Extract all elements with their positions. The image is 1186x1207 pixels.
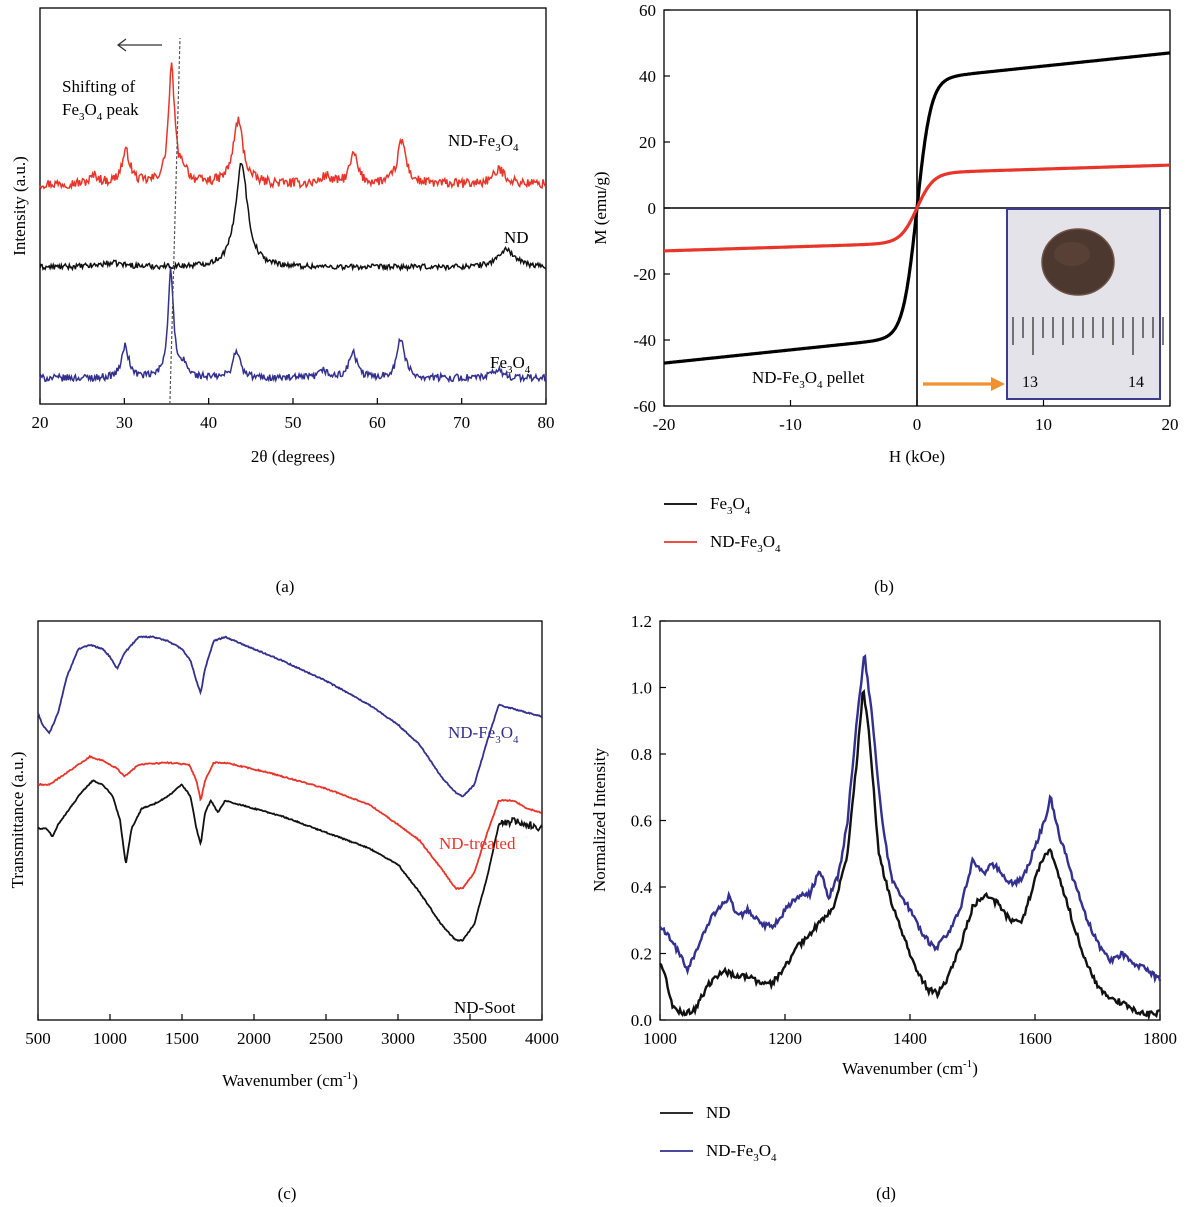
x-tick-label: 80 [538,413,555,432]
panel-c-series [37,635,543,942]
legend-label-nd: ND [706,1103,731,1122]
x-tick-label: -20 [653,415,676,434]
series-line-nd-fe3o4 [664,163,1170,253]
x-tick-label: 30 [116,413,133,432]
series-line-nd-fe3o4 [39,62,547,191]
panel-c-plot-frame [37,620,543,1021]
panel-d-x-ticks: 1000 1200 1400 1600 1800 [643,1014,1177,1048]
legend-label-nd-fe3o4-d: ND-Fe3O4 [706,1141,777,1164]
panel-b-y-axis-label: M (emu/g) [591,171,610,244]
ruler-icon [1012,317,1164,355]
y-tick-label: 0.8 [631,745,652,764]
panel-a-x-axis-label: 2θ (degrees) [251,447,335,466]
panel-b-x-ticks: -20 -10 0 10 20 [653,400,1179,434]
x-tick-label: 1000 [643,1029,677,1048]
y-tick-label: 0 [648,199,657,218]
panel-c-panel-label: (c) [278,1184,297,1203]
panel-b-y-ticks: -60 -40 -20 0 20 40 60 [633,1,670,416]
panel-b-legend: Fe3O4 ND-Fe3O4 [664,494,781,555]
x-tick-label: 1800 [1143,1029,1177,1048]
x-tick-label: 4000 [525,1029,559,1048]
y-tick-label: 40 [639,67,656,86]
x-tick-label: 1500 [165,1029,199,1048]
panel-b-series [663,51,1171,365]
series-line-nd [39,162,547,272]
x-tick-label: 500 [25,1029,51,1048]
y-tick-label: 20 [639,133,656,152]
x-tick-label: 3000 [381,1029,415,1048]
x-tick-label: 10 [1035,415,1052,434]
x-tick-label: 1400 [893,1029,927,1048]
inset-ruler-label-13: 13 [1022,374,1038,391]
legend-label-nd-fe3o4: ND-Fe3O4 [710,532,781,555]
series-line-nd-fe3o4 [658,654,1162,984]
y-tick-label: 0.0 [631,1011,652,1030]
y-tick-label: -60 [633,397,656,416]
x-tick-label: 2000 [237,1029,271,1048]
x-tick-label: 1600 [1018,1029,1052,1048]
x-tick-label: 20 [32,413,49,432]
panel-c-label-nd-fe3o4: ND-Fe3O4 [448,723,519,746]
panel-d-raman: 1000 1200 1400 1600 1800 0.0 0.2 0.4 0.6 0.8 1.0 1… [590,612,1177,1203]
x-tick-label: 60 [369,413,386,432]
x-tick-label: 50 [285,413,302,432]
x-tick-label: 0 [913,415,922,434]
series-line-nd-fe3o4 [37,635,543,798]
panel-a-xrd: 20 30 40 50 60 70 80 Shifting of Fe3O4 peak ND… [10,7,555,596]
y-tick-label: 60 [639,1,656,20]
panel-a-panel-label: (a) [276,577,295,596]
inset-pointer-arrow-icon [923,377,1005,391]
panel-b-magnetization: -20 -10 0 10 20 -60 -40 -20 0 20 40 60 13 14 ND-Fe… [591,1,1179,596]
x-tick-label: 1000 [93,1029,127,1048]
panel-c-x-ticks: 500 1000 1500 2000 2500 3000 3500 4000 [25,1014,559,1048]
x-tick-label: 70 [453,413,470,432]
y-tick-label: 1.2 [631,612,652,631]
series-line-fe3o4 [39,267,547,384]
x-tick-label: 2500 [309,1029,343,1048]
y-tick-label: 0.6 [631,812,652,831]
panel-a-y-axis-label: Intensity (a.u.) [10,156,29,256]
shift-arrow-icon [116,38,162,52]
panel-d-legend: ND ND-Fe3O4 [660,1103,777,1164]
y-tick-label: -20 [633,265,656,284]
x-tick-label: -10 [779,415,802,434]
panel-d-series [658,654,1162,1021]
panel-b-inset-caption: ND-Fe3O4 pellet [752,368,865,391]
panel-c-label-nd-soot: ND-Soot [454,998,516,1017]
panel-a-annotation-line1: Shifting of [62,77,136,96]
pellet-photo-inset: 13 14 [1006,208,1164,400]
panel-a-annotation-line2: Fe3O4 peak [62,100,139,123]
series-line-nd-soot [37,779,543,942]
panel-a-label-fe3o4: Fe3O4 [490,353,531,376]
panel-c-x-axis-label: Wavenumber (cm-1) [222,1070,358,1090]
inset-ruler-label-14: 14 [1128,374,1144,391]
y-tick-label: 1.0 [631,679,652,698]
panel-a-label-nd: ND [504,228,529,247]
panel-d-panel-label: (d) [876,1184,896,1203]
panel-c-y-axis-label: Transmittance (a.u.) [8,752,27,889]
panel-c-label-nd-treated: ND-treated [439,834,516,853]
panel-a-series [39,62,547,384]
x-tick-label: 3500 [453,1029,487,1048]
y-tick-label: 0.2 [631,945,652,964]
panel-c-ftir: 500 1000 1500 2000 2500 3000 3500 4000 ND-Fe3O4… [8,620,559,1203]
panel-b-x-axis-label: H (kOe) [889,447,945,466]
x-tick-label: 20 [1162,415,1179,434]
legend-label-fe3o4: Fe3O4 [710,494,751,517]
panel-a-plot-frame [39,7,547,405]
panel-a-label-nd-fe3o4: ND-Fe3O4 [448,131,519,154]
series-line-nd [659,689,1161,1021]
x-tick-label: 1200 [768,1029,802,1048]
x-tick-label: 40 [200,413,217,432]
panel-a-x-ticks: 20 30 40 50 60 70 80 [32,398,555,432]
panel-b-panel-label: (b) [874,577,894,596]
panel-d-y-ticks: 0.0 0.2 0.4 0.6 0.8 1.0 1.2 [631,612,666,1030]
panel-d-x-axis-label: Wavenumber (cm-1) [842,1058,978,1078]
y-tick-label: 0.4 [631,878,653,897]
y-tick-label: -40 [633,331,656,350]
series-line-nd-treated [37,754,542,891]
panel-a-shift-guide-line [169,37,181,405]
panel-d-y-axis-label: Normalized Intensity [590,748,609,892]
